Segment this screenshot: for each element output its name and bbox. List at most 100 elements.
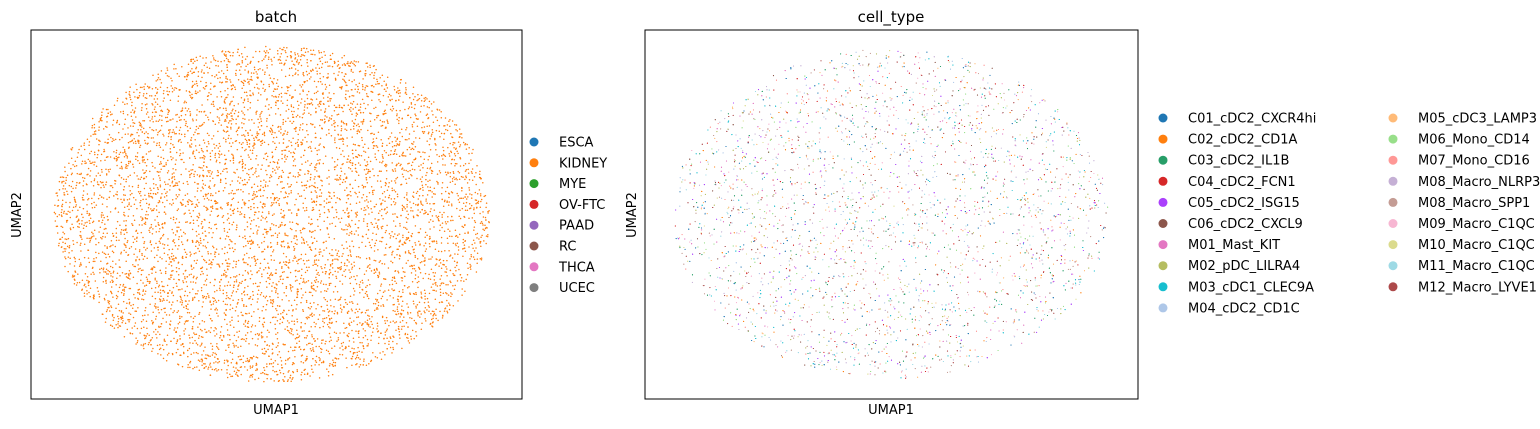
data-point [166,86,169,89]
data-point [332,254,334,257]
data-point [405,86,407,89]
data-point [431,241,434,243]
data-point [235,118,237,121]
data-point [272,369,274,372]
data-point [159,177,161,179]
data-point [82,184,84,187]
data-point [322,162,325,165]
data-point [197,352,199,355]
data-point [308,186,311,188]
data-point [323,317,326,320]
data-point [243,91,246,94]
data-point [236,303,239,305]
data-point [89,295,91,298]
data-point [386,104,388,106]
data-point [108,256,111,258]
data-point [227,150,230,152]
data-point [373,250,376,252]
data-point [386,211,389,213]
data-point [252,294,255,296]
data-point [356,351,358,354]
data-point [144,293,146,295]
data-point [124,273,126,275]
data-point [69,211,71,213]
data-point [302,207,305,209]
data-point [457,253,459,256]
data-point [376,225,379,227]
data-point [270,58,272,61]
data-point [112,296,114,298]
data-point [333,92,335,95]
data-point [225,141,227,143]
data-point [202,169,204,172]
data-point [136,88,138,91]
data-point [381,225,384,228]
data-point [289,227,292,230]
data-point [70,190,73,193]
data-point [214,123,217,126]
data-point [113,157,116,160]
data-point [272,365,274,368]
data-point [209,112,212,114]
data-point [152,137,154,139]
data-point [64,242,67,245]
data-point [363,360,365,362]
data-point [309,164,311,166]
data-point [242,355,245,357]
data-point [259,195,262,198]
data-point [128,198,131,200]
data-point [374,242,377,244]
data-point [158,211,160,214]
data-point [327,259,329,261]
data-point [226,96,228,99]
data-point [287,176,289,178]
data-point [130,115,133,117]
data-point [427,180,429,183]
data-point [370,221,372,224]
data-point [351,355,354,358]
data-point [126,205,129,207]
data-point [134,322,137,324]
data-point [94,161,96,163]
data-point [144,249,147,251]
data-point [271,192,274,195]
data-point [248,143,251,145]
data-point [346,84,348,87]
data-point [216,347,219,349]
data-point [225,349,227,351]
data-point [422,167,424,169]
data-point [217,362,219,364]
data-point [382,217,384,220]
data-point [102,184,105,186]
data-point [271,124,274,127]
data-point [163,89,165,92]
data-point [185,101,188,104]
data-point [198,201,200,204]
data-point [67,210,69,213]
data-point [398,116,400,119]
data-point [263,141,266,144]
data-point [199,267,202,270]
data-point [405,221,408,223]
data-point [379,76,381,79]
data-point [355,149,357,151]
data-point [447,216,449,218]
data-point [272,281,274,284]
data-point [59,176,62,178]
data-point [234,72,237,75]
data-point [233,344,235,347]
data-point [266,50,268,52]
data-point [236,168,238,171]
data-point [171,131,174,134]
data-point [349,183,351,186]
data-point [428,306,431,308]
data-point [305,209,308,211]
data-point [191,72,193,75]
data-point [190,353,192,356]
data-point [118,239,120,242]
data-point [316,195,318,197]
data-point [67,270,69,273]
data-point [437,250,440,252]
data-point [386,76,389,78]
data-point [311,334,313,336]
